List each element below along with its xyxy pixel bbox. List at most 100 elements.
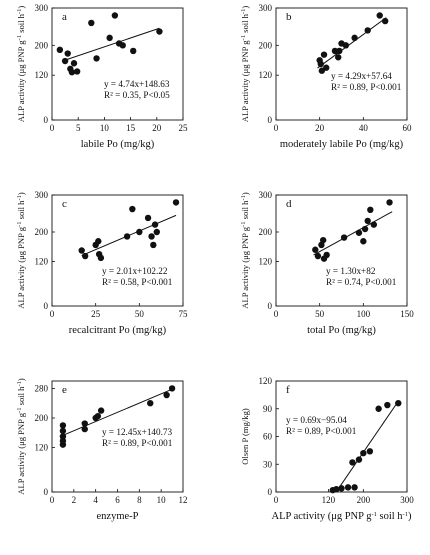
data-point — [93, 55, 100, 62]
x-tick-label: 200 — [357, 495, 371, 505]
regression-line — [61, 387, 175, 437]
x-axis-title: recalcitrant Po (mg/kg) — [69, 325, 167, 336]
data-point — [355, 229, 363, 236]
data-point — [111, 12, 119, 19]
data-point — [163, 391, 170, 399]
x-tick-label: 300 — [400, 495, 414, 505]
data-point — [364, 217, 371, 225]
x-tick-label: 20 — [315, 123, 325, 133]
x-tick-label: 20 — [152, 123, 162, 133]
y-tick-label: 30 — [263, 459, 273, 469]
y-tick-label: 200 — [35, 227, 49, 237]
y-tick-label: 120 — [35, 70, 49, 80]
data-point — [318, 241, 325, 249]
data-point — [106, 34, 113, 42]
data-point — [342, 42, 350, 49]
data-point — [94, 412, 102, 420]
y-axis-title: ALP activity (μg PNP g-1 soil h-1) — [240, 192, 251, 309]
data-point — [364, 27, 371, 34]
regression-equation: y = 12.45x+140.73 — [102, 427, 172, 437]
y-tick-label: 60 — [263, 432, 273, 442]
x-tick-label: 8 — [137, 495, 142, 505]
x-tick-label: 75 — [179, 309, 189, 319]
y-tick-label: 120 — [259, 376, 273, 386]
r-squared-label: R² = 0.89, P<0.001 — [331, 82, 402, 92]
panel-d: 0 50 100 150 0 120 200 300 total Po (mg/kg) ALP a… — [240, 190, 415, 336]
data-point — [323, 64, 330, 71]
plot-frame — [51, 7, 184, 121]
data-point — [156, 28, 163, 35]
data-point — [129, 205, 136, 213]
data-point — [376, 12, 383, 19]
x-axis-title: enzyme-P — [97, 511, 139, 522]
x-tick-label: 10 — [100, 123, 110, 133]
panel-letter: b — [286, 11, 292, 23]
y-tick-label: 0 — [44, 115, 49, 125]
panel-letter: c — [62, 198, 67, 210]
r-squared-label: R² = 0.89, P<0.001 — [102, 438, 173, 448]
r-squared-label: R² = 0.74, P<0.001 — [326, 277, 397, 287]
plot-frame — [275, 194, 408, 307]
data-point — [360, 238, 367, 245]
y-tick-label: 0 — [268, 301, 273, 311]
data-point — [312, 246, 319, 253]
data-point — [148, 233, 155, 240]
regression-equation: y = 2.01x+102.22 — [102, 266, 168, 276]
data-point — [61, 57, 69, 65]
data-point — [70, 60, 78, 67]
x-tick-label: 0 — [274, 495, 279, 505]
data-point — [367, 206, 374, 213]
regression-equation: y = 4.29x+57.64 — [331, 71, 392, 81]
x-tick-label: 150 — [400, 309, 414, 319]
x-tick-label: 0 — [274, 123, 279, 133]
y-tick-label: 200 — [35, 40, 49, 50]
data-point — [119, 42, 126, 49]
panel-letter: d — [286, 198, 292, 210]
data-point — [395, 400, 402, 407]
y-axis-title: ALP activity (μg PNP g-1 soil h-1) — [16, 6, 27, 123]
regression-line — [335, 402, 398, 493]
r-squared-label: R² = 0.89, P<0.001 — [286, 426, 357, 436]
x-axis-title: ALP activity (μg PNP g-1 soil h-1) — [272, 511, 412, 523]
x-tick-label: 25 — [179, 123, 189, 133]
panel-letter: a — [62, 11, 67, 23]
x-tick-label: 0 — [50, 123, 55, 133]
data-point — [360, 449, 367, 457]
y-tick-label: 300 — [35, 190, 49, 200]
data-point — [81, 252, 89, 260]
x-axis-title: labile Po (mg/kg) — [81, 139, 155, 150]
data-point — [317, 60, 324, 68]
regression-equation: y = 4.74x+148.63 — [104, 79, 170, 89]
data-point — [136, 228, 143, 236]
data-point — [314, 252, 322, 260]
data-point — [144, 214, 152, 222]
regression-line — [62, 27, 160, 62]
data-point — [78, 247, 85, 254]
data-point — [338, 485, 345, 492]
r-squared-label: R² = 0.35, P<0.05 — [104, 90, 170, 100]
data-point — [375, 405, 382, 412]
x-tick-label: 6 — [115, 495, 120, 505]
y-tick-label: 200 — [259, 227, 273, 237]
x-tick-label: 4 — [93, 495, 98, 505]
data-point — [130, 47, 137, 55]
data-point — [384, 401, 391, 409]
regression-line — [313, 211, 393, 256]
data-point — [64, 50, 71, 57]
data-point — [340, 234, 348, 241]
data-point — [320, 51, 328, 58]
y-tick-label: 90 — [263, 404, 273, 414]
data-point — [323, 251, 330, 259]
plot-frame — [275, 380, 408, 493]
y-tick-label: 0 — [268, 487, 273, 497]
data-point — [59, 422, 67, 429]
data-point — [56, 46, 64, 54]
x-tick-label: 2 — [72, 495, 77, 505]
data-point — [151, 221, 159, 228]
regression-equation: y = 0.69x−95.04 — [286, 415, 347, 425]
data-point — [344, 484, 352, 491]
data-point — [355, 456, 363, 463]
data-point — [386, 199, 393, 206]
